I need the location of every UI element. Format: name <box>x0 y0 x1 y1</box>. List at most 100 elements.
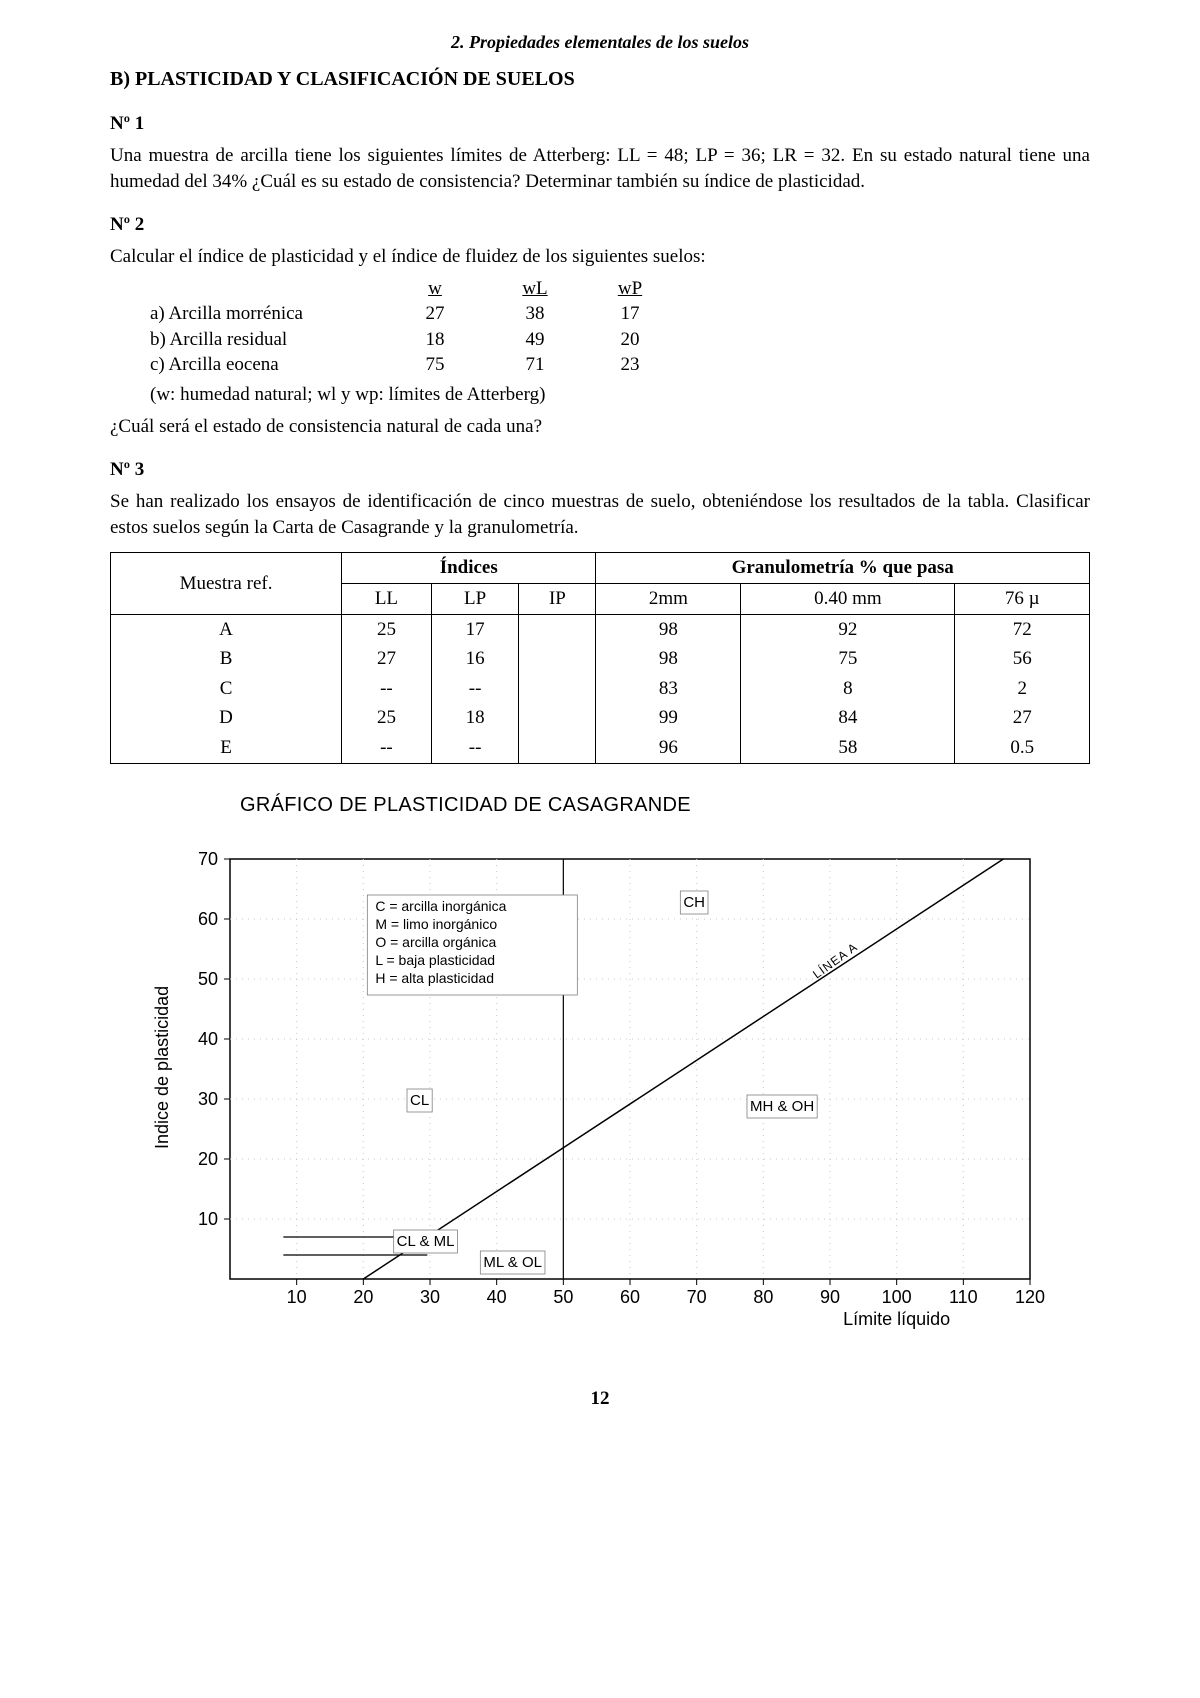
table-cell: 83 <box>596 674 741 704</box>
table-row: B2716987556 <box>111 644 1090 674</box>
table-cell: 92 <box>741 614 955 644</box>
problem-2-intro: Calcular el índice de plasticidad y el í… <box>110 244 1090 270</box>
chart-title: GRÁFICO DE PLASTICIDAD DE CASAGRANDE <box>240 792 1090 819</box>
soil-wp: 17 <box>590 301 670 327</box>
soils-row: c) Arcilla eocena757123 <box>150 352 1090 378</box>
table-cell: 2 <box>955 674 1090 704</box>
soil-label: b) Arcilla residual <box>150 327 390 353</box>
chapter-heading: 2. Propiedades elementales de los suelos <box>110 30 1090 54</box>
svg-text:110: 110 <box>949 1287 978 1307</box>
table-cell: 75 <box>741 644 955 674</box>
problem-2-question: ¿Cuál será el estado de consistencia nat… <box>110 414 1090 440</box>
table-cell <box>519 614 596 644</box>
table-row: A2517 989272 <box>111 614 1090 644</box>
th-76: 76 µ <box>955 583 1090 614</box>
table-cell: B <box>111 644 342 674</box>
svg-text:30: 30 <box>198 1089 218 1109</box>
soils-h-wl: wL <box>480 276 590 302</box>
page-number: 12 <box>110 1386 1090 1412</box>
table-cell: E <box>111 733 342 763</box>
table-cell: 18 <box>431 703 519 733</box>
table-cell: -- <box>431 733 519 763</box>
th-040: 0.40 mm <box>741 583 955 614</box>
svg-text:70: 70 <box>198 849 218 869</box>
th-2mm: 2mm <box>596 583 741 614</box>
section-title: B) PLASTICIDAD Y CLASIFICACIÓN DE SUELOS <box>110 66 1090 93</box>
table-row: D2518 998427 <box>111 703 1090 733</box>
soils-note: (w: humedad natural; wl y wp: límites de… <box>150 382 1090 408</box>
table-row: E----96580.5 <box>111 733 1090 763</box>
table-cell: 25 <box>342 614 432 644</box>
soils-h-wp: wP <box>590 276 670 302</box>
table-cell <box>519 703 596 733</box>
soil-wl: 49 <box>480 327 590 353</box>
table-cell <box>519 644 596 674</box>
svg-text:30: 30 <box>420 1287 440 1307</box>
table-cell: 99 <box>596 703 741 733</box>
table-cell: 27 <box>342 644 432 674</box>
svg-text:60: 60 <box>198 909 218 929</box>
soil-w: 18 <box>390 327 480 353</box>
soils-row: a) Arcilla morrénica273817 <box>150 301 1090 327</box>
svg-text:60: 60 <box>620 1287 640 1307</box>
table-cell: 72 <box>955 614 1090 644</box>
table-cell: 25 <box>342 703 432 733</box>
svg-text:20: 20 <box>198 1149 218 1169</box>
table-cell <box>519 733 596 763</box>
soil-label: a) Arcilla morrénica <box>150 301 390 327</box>
table-cell: C <box>111 674 342 704</box>
problem-3-text: Se han realizado los ensayos de identifi… <box>110 489 1090 540</box>
problem-1-text: Una muestra de arcilla tiene los siguien… <box>110 143 1090 194</box>
table-cell: 27 <box>955 703 1090 733</box>
svg-text:70: 70 <box>687 1287 707 1307</box>
svg-text:CL & ML: CL & ML <box>397 1233 455 1250</box>
casagrande-chart: Indice de plasticidad 102030405060701020… <box>110 819 1090 1347</box>
svg-text:CL: CL <box>410 1092 429 1109</box>
soil-w: 75 <box>390 352 480 378</box>
table-cell: 84 <box>741 703 955 733</box>
svg-text:Límite líquido: Límite líquido <box>843 1309 950 1329</box>
svg-text:40: 40 <box>487 1287 507 1307</box>
table-cell: -- <box>431 674 519 704</box>
table-row: C----8382 <box>111 674 1090 704</box>
svg-text:10: 10 <box>198 1209 218 1229</box>
table-cell: 58 <box>741 733 955 763</box>
soils-h-blank <box>150 276 390 302</box>
svg-text:MH & OH: MH & OH <box>750 1098 814 1115</box>
th-indices: Índices <box>342 553 596 584</box>
table-cell: 98 <box>596 644 741 674</box>
table-cell: 0.5 <box>955 733 1090 763</box>
th-ref: Muestra ref. <box>111 553 342 614</box>
svg-text:H = alta plasticidad: H = alta plasticidad <box>375 970 494 986</box>
svg-text:100: 100 <box>882 1287 912 1307</box>
svg-text:CH: CH <box>683 894 705 911</box>
th-LL: LL <box>342 583 432 614</box>
svg-text:90: 90 <box>820 1287 840 1307</box>
chart-ylabel: Indice de plasticidad <box>150 986 174 1149</box>
svg-text:50: 50 <box>553 1287 573 1307</box>
problem-1-number: Nº 1 <box>110 111 1090 137</box>
soil-wp: 20 <box>590 327 670 353</box>
soil-w: 27 <box>390 301 480 327</box>
th-granu: Granulometría % que pasa <box>596 553 1090 584</box>
soil-label: c) Arcilla eocena <box>150 352 390 378</box>
table-cell: 98 <box>596 614 741 644</box>
svg-text:20: 20 <box>353 1287 373 1307</box>
table-cell: -- <box>342 674 432 704</box>
svg-text:40: 40 <box>198 1029 218 1049</box>
soil-wl: 38 <box>480 301 590 327</box>
table-cell: D <box>111 703 342 733</box>
th-IP: IP <box>519 583 596 614</box>
svg-text:L = baja plasticidad: L = baja plasticidad <box>375 952 495 968</box>
svg-text:50: 50 <box>198 969 218 989</box>
svg-text:C = arcilla inorgánica: C = arcilla inorgánica <box>375 898 506 914</box>
table-cell: 16 <box>431 644 519 674</box>
table-cell: A <box>111 614 342 644</box>
svg-text:LÍNEA A: LÍNEA A <box>810 939 861 982</box>
problem-2-number: Nº 2 <box>110 212 1090 238</box>
soil-wl: 71 <box>480 352 590 378</box>
soil-wp: 23 <box>590 352 670 378</box>
svg-text:O = arcilla orgánica: O = arcilla orgánica <box>375 934 496 950</box>
table-cell: 8 <box>741 674 955 704</box>
table-cell: 17 <box>431 614 519 644</box>
